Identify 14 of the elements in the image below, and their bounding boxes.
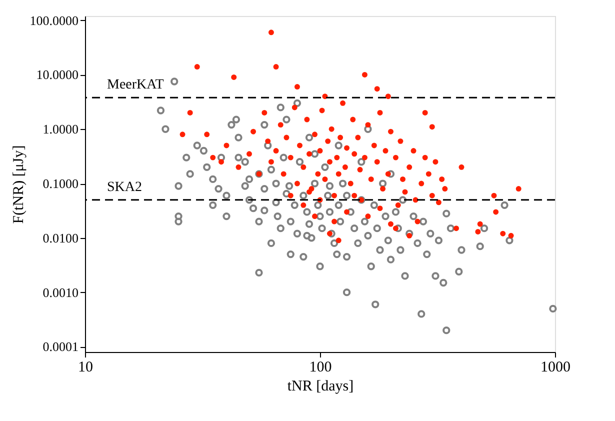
y-tick-label: 0.0001 — [42, 339, 78, 354]
x-axis-title: tNR [days] — [287, 378, 354, 394]
y-tick-label: 0.0010 — [42, 284, 78, 300]
y-tick-label: 0.0100 — [42, 230, 78, 246]
y-tick-label: 10.0000 — [36, 67, 78, 82]
y-tick-label: 1.0000 — [42, 122, 78, 137]
x-tick-label: 10 — [78, 360, 93, 376]
y-axis-title: F(tNR) [μJy] — [10, 145, 27, 224]
x-tick-label: 1000 — [540, 360, 570, 376]
ref-line-label: SKA2 — [107, 180, 142, 195]
ref-line-label: MeerKAT — [107, 78, 164, 93]
y-tick-label: 0.1000 — [42, 176, 78, 192]
y-tick-label: 100.0000 — [30, 12, 78, 28]
x-tick-label: 100 — [309, 360, 332, 376]
